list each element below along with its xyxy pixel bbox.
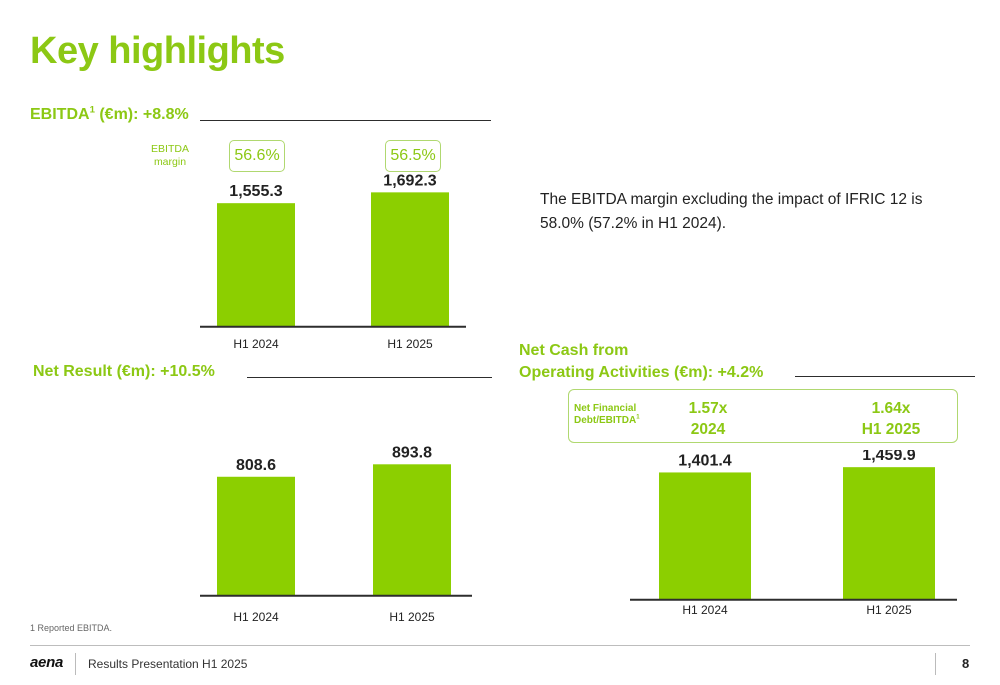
ebitda-margin-badge-h1-2024: 56.6%: [229, 140, 285, 172]
ebitda-bar-chart: 1,555.3 H1 2024 1,692.3 H1 2025: [200, 172, 466, 351]
ebitda-bar-h1-2024: [217, 203, 295, 326]
ebitda-margin-label: EBITDA margin: [138, 143, 202, 169]
ebitda-footnote-marker: 1: [89, 104, 95, 116]
ratio-h1-2025-value: 1.64x: [871, 400, 911, 417]
net-cash-title-line2: Operating Activities (€m): +4.2%: [519, 364, 764, 381]
net-result-value-label-h1-2024: 808.6: [236, 457, 276, 474]
net-result-title-rule: [247, 377, 492, 378]
ebitda-margin-label-line1: EBITDA: [151, 143, 189, 155]
net-result-bar-h1-2024: [217, 476, 295, 595]
footnote: 1 Reported EBITDA.: [30, 623, 113, 633]
ebitda-value-label-h1-2025: 1,692.3: [383, 172, 436, 189]
footer-page-separator: [935, 653, 936, 675]
net-cash-category-label-h1-2025: H1 2025: [866, 603, 912, 617]
ebitda-margin-badge-h1-2025: 56.5%: [385, 140, 441, 172]
net-cash-bar-chart: 1,401.4 H1 2024 1,459.9 H1 2025: [630, 450, 957, 617]
ratio-h1-2025-period: H1 2025: [861, 421, 921, 438]
net-cash-value-label-h1-2025: 1,459.9: [862, 450, 915, 464]
net-result-bar-chart: 808.6 H1 2024 893.8 H1 2025: [200, 444, 472, 624]
net-debt-ebitda-label: Net Financial Debt/EBITDA1: [574, 403, 640, 427]
footer-divider: [30, 645, 970, 646]
page-title: Key highlights: [30, 30, 285, 72]
net-result-category-label-h1-2024: H1 2024: [233, 610, 279, 624]
footer-presentation-title: Results Presentation H1 2025: [88, 657, 248, 671]
net-cash-value-label-h1-2024: 1,401.4: [678, 452, 731, 469]
ratio-2024-period: 2024: [690, 421, 726, 438]
ebitda-section-title: EBITDA1 (€m): +8.8%: [30, 104, 189, 126]
net-cash-title-rule: [795, 376, 975, 377]
ebitda-margin-label-line2: margin: [153, 156, 187, 168]
ebitda-bar-h1-2025: [371, 192, 449, 326]
net-debt-ebitda-label-line1: Net Financial: [574, 403, 637, 414]
ratio-2024-value: 1.57x: [688, 400, 728, 417]
ebitda-label-rest: (€m): +8.8%: [94, 106, 189, 123]
net-debt-ebitda-box: [568, 389, 958, 443]
net-cash-category-label-h1-2024: H1 2024: [682, 603, 728, 617]
ratio-2024: 1.57x 2024: [668, 398, 748, 440]
net-cash-section-title: Net Cash from Operating Activities (€m):…: [519, 340, 763, 384]
page-number: 8: [962, 656, 970, 671]
ebitda-category-label-h1-2025: H1 2025: [387, 337, 433, 351]
net-cash-bar-h1-2025: [843, 467, 935, 599]
net-cash-title-line1: Net Cash from: [519, 342, 629, 359]
ebitda-margin-description: The EBITDA margin excluding the impact o…: [540, 191, 923, 232]
ebitda-value-label-h1-2024: 1,555.3: [229, 183, 282, 200]
net-result-category-label-h1-2025: H1 2025: [389, 610, 435, 624]
net-debt-ebitda-label-line2: Debt/EBITDA1: [574, 414, 640, 426]
net-result-bar-h1-2025: [373, 464, 451, 595]
footer-separator: [75, 653, 76, 675]
ebitda-label: EBITDA: [30, 106, 90, 123]
ratio-h1-2025: 1.64x H1 2025: [848, 398, 934, 440]
aena-logo: aena: [30, 654, 63, 671]
ebitda-title-rule: [200, 120, 491, 121]
ebitda-category-label-h1-2024: H1 2024: [233, 337, 279, 351]
net-result-value-label-h1-2025: 893.8: [392, 444, 432, 461]
net-result-section-title: Net Result (€m): +10.5%: [33, 363, 215, 380]
net-cash-bar-h1-2024: [659, 472, 751, 599]
